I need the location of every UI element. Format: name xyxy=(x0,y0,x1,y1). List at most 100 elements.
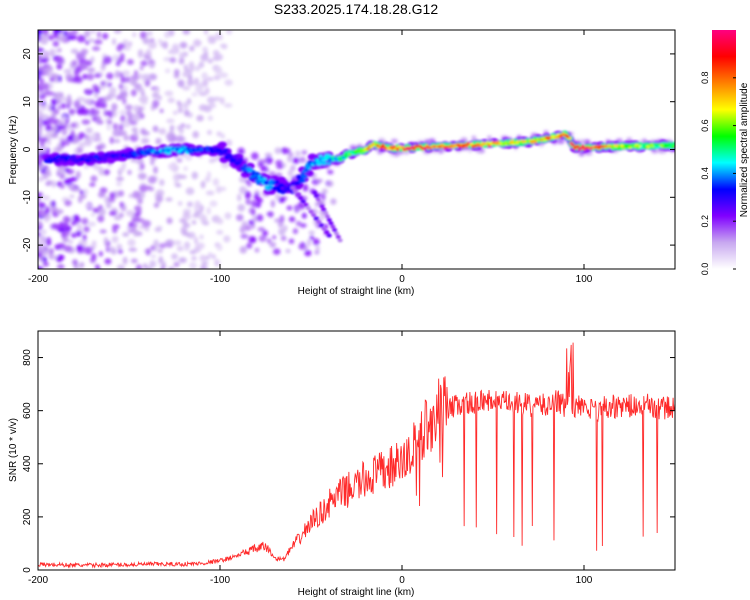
noise-blob xyxy=(194,210,200,216)
noise-blob xyxy=(189,261,197,269)
noise-blob xyxy=(41,173,49,179)
noise-blob xyxy=(53,92,61,99)
noise-blob xyxy=(76,35,86,43)
noise-blob xyxy=(204,87,210,95)
noise-blob xyxy=(96,102,105,108)
colorbar-tick-label: 0.8 xyxy=(700,72,710,85)
noise-blob xyxy=(45,206,50,214)
ridge-blob xyxy=(271,180,276,183)
noise-blob xyxy=(129,120,138,126)
noise-blob xyxy=(171,253,178,260)
noise-blob xyxy=(132,32,137,38)
ridge-blob xyxy=(308,209,314,214)
noise-blob xyxy=(97,191,106,198)
ridge-blob xyxy=(298,195,304,200)
noise-blob xyxy=(111,235,119,244)
noise-blob xyxy=(38,125,43,134)
noise-blob xyxy=(113,215,122,221)
noise-blob xyxy=(157,38,163,44)
y-tick-label: -10 xyxy=(22,190,33,205)
noise-blob xyxy=(147,175,157,184)
ridge-blob xyxy=(179,148,184,152)
noise-blob xyxy=(183,64,189,71)
noise-blob xyxy=(104,196,110,204)
noise-blob xyxy=(200,216,208,223)
ridge-blob xyxy=(302,170,307,173)
noise-blob xyxy=(47,34,55,41)
noise-blob xyxy=(44,65,54,72)
noise-blob xyxy=(120,130,127,136)
noise-blob xyxy=(115,60,121,67)
noise-blob xyxy=(128,247,138,252)
noise-blob xyxy=(164,90,174,97)
ridge-blob xyxy=(326,217,332,222)
noise-blob xyxy=(56,36,66,42)
noise-blob xyxy=(141,219,151,228)
y-tick-label: 10 xyxy=(22,96,33,108)
noise-blob xyxy=(130,258,138,264)
ridge-blob xyxy=(300,199,306,204)
noise-blob xyxy=(184,244,189,252)
ridge-blob xyxy=(266,185,273,190)
noise-blob xyxy=(320,192,326,201)
noise-blob xyxy=(49,248,54,255)
noise-blob xyxy=(41,104,46,111)
noise-blob xyxy=(152,166,159,174)
noise-blob xyxy=(213,74,221,81)
noise-blob xyxy=(75,100,81,108)
noise-blob xyxy=(118,83,124,90)
noise-blob xyxy=(166,118,174,123)
snr-y-label: SNR (10 * v/v) xyxy=(8,418,19,482)
noise-blob xyxy=(52,119,59,124)
noise-blob xyxy=(50,223,60,229)
noise-blob xyxy=(176,158,183,163)
ridge-blob xyxy=(335,234,341,239)
noise-blob xyxy=(90,212,96,217)
noise-blob xyxy=(116,45,123,52)
snr-y-ticks: 0 200 400 600 800 xyxy=(22,349,675,573)
noise-blob xyxy=(269,241,277,248)
noise-blob xyxy=(254,247,260,253)
noise-blob xyxy=(63,245,73,253)
noise-blob xyxy=(146,185,152,190)
noise-blob xyxy=(145,78,151,87)
noise-blob xyxy=(157,128,167,134)
noise-blob xyxy=(134,211,141,218)
noise-blob xyxy=(42,195,51,201)
noise-blob xyxy=(186,201,193,208)
noise-blob xyxy=(327,169,334,175)
noise-blob xyxy=(308,230,315,235)
noise-blob xyxy=(149,260,157,268)
noise-blob xyxy=(81,119,91,125)
ridge-blob xyxy=(316,219,322,224)
noise-blob xyxy=(156,193,162,200)
noise-blob xyxy=(215,185,222,194)
noise-blob xyxy=(320,214,326,221)
noise-blob xyxy=(207,36,217,45)
noise-blob xyxy=(45,147,50,156)
colorbar: 0.0 0.2 0.4 0.6 0.8 Normalized spectral ampl… xyxy=(700,30,750,275)
noise-blob xyxy=(63,178,73,186)
noise-blob xyxy=(167,49,173,54)
ridge-blob xyxy=(328,221,334,226)
noise-blob xyxy=(264,152,272,158)
noise-blob xyxy=(112,123,119,130)
noise-blob xyxy=(140,60,148,67)
noise-blob xyxy=(183,211,191,218)
ridge-blob xyxy=(311,213,317,218)
noise-blob xyxy=(124,104,133,111)
noise-blob xyxy=(125,76,131,83)
ridge-blob xyxy=(672,144,675,148)
ridge-blob xyxy=(325,156,330,159)
noise-blob xyxy=(270,199,276,208)
noise-blob xyxy=(212,56,221,61)
x-tick-label: -200 xyxy=(28,274,48,285)
noise-blob xyxy=(144,226,150,232)
noise-blob xyxy=(140,137,150,145)
noise-blob xyxy=(139,113,145,119)
noise-blob xyxy=(257,227,266,232)
noise-blob xyxy=(135,264,143,269)
noise-blob xyxy=(272,235,277,240)
noise-blob xyxy=(260,165,269,172)
